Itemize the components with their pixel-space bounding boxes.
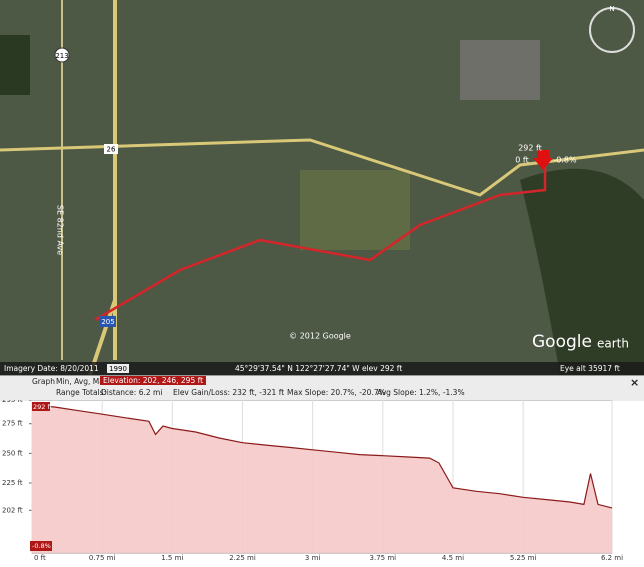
route-label: 26	[107, 146, 116, 154]
route-label: 205	[101, 318, 114, 326]
copyright: © 2012 Google	[289, 332, 351, 341]
elevation-area	[32, 404, 612, 553]
coordinates: 45°29'37.54" N 122°27'27.74" W elev 292 …	[235, 364, 402, 373]
status-bar	[0, 362, 644, 375]
cursor-badge	[32, 402, 50, 411]
year: 1990	[109, 365, 127, 373]
imagery-date: Imagery Date: 8/20/2011	[4, 364, 99, 373]
forest-area	[0, 35, 30, 95]
route-path	[94, 160, 547, 322]
y-tick-label: 202 ft	[2, 506, 23, 514]
x-tick-label: 0.75 mi	[89, 554, 116, 562]
route-shield	[54, 47, 70, 63]
x-tick-label: 6.2 mi	[601, 554, 623, 562]
elevation-line	[31, 404, 613, 509]
x-tick-label: 3 mi	[305, 554, 320, 562]
map-view: 213 26 205 SE 82nd Ave 292 ft 0 ft -0.8%…	[0, 0, 644, 375]
logo: Google	[532, 332, 592, 352]
elevation-stats[interactable]: Elevation: 202, 246, 295 ft	[100, 376, 207, 385]
logo: earth	[597, 337, 629, 351]
road	[0, 138, 644, 197]
y-tick-label: 275 ft	[2, 420, 23, 428]
cursor-slope: -0.8%	[32, 542, 51, 550]
graph-label: Graph	[32, 377, 56, 386]
y-tick-label: 295 ft	[2, 400, 23, 404]
eye-altitude: Eye alt 35917 ft	[560, 364, 620, 373]
x-tick-label: 1.5 mi	[161, 554, 183, 562]
route-shield	[104, 144, 118, 154]
distance: Distance: 6.2 mi	[101, 388, 163, 397]
x-tick-label: 5.25 mi	[510, 554, 537, 562]
position-marker	[533, 150, 553, 170]
avg-slope: Avg Slope: 1.2%, -1.3%	[377, 388, 465, 397]
x-tick-label: 2.25 mi	[229, 554, 256, 562]
marker-elevation: 292 ft	[518, 144, 542, 153]
urban-area	[460, 40, 540, 100]
close-button[interactable]: ×	[630, 376, 640, 389]
marker-distance: 0 ft	[515, 156, 528, 165]
y-tick-label: 225 ft	[2, 479, 23, 487]
x-tick-label: 0 ft	[34, 554, 46, 562]
x-tick-label: 4.5 mi	[442, 554, 464, 562]
cursor-elevation: 292 ft	[33, 403, 53, 411]
navigation-control[interactable]	[589, 7, 635, 53]
forest-area	[520, 168, 644, 375]
min-avg-max-label: Min, Avg, Max:	[56, 377, 111, 386]
route-shield	[100, 316, 116, 327]
elevation-profile: 202 ft 225 ft 250 ft 275 ft 295 ft 0 ft 0.75 m…	[2, 400, 623, 562]
gain-loss: Elev Gain/Loss: 232 ft, -321 ft	[173, 388, 285, 397]
x-tick-label: 3.75 mi	[370, 554, 397, 562]
park-area	[300, 170, 410, 250]
street-label: SE 82nd Ave	[56, 205, 65, 255]
route-label: 213	[55, 52, 68, 60]
y-tick-label: 250 ft	[2, 449, 23, 457]
max-slope: Max Slope: 20.7%, -20.7%	[287, 388, 386, 397]
cursor-badge	[30, 541, 52, 551]
marker-slope: -0.8%	[553, 156, 577, 165]
historical-imagery-button[interactable]	[107, 364, 129, 373]
range-totals-label: Range Totals:	[56, 388, 107, 397]
north-indicator: N	[609, 5, 614, 13]
